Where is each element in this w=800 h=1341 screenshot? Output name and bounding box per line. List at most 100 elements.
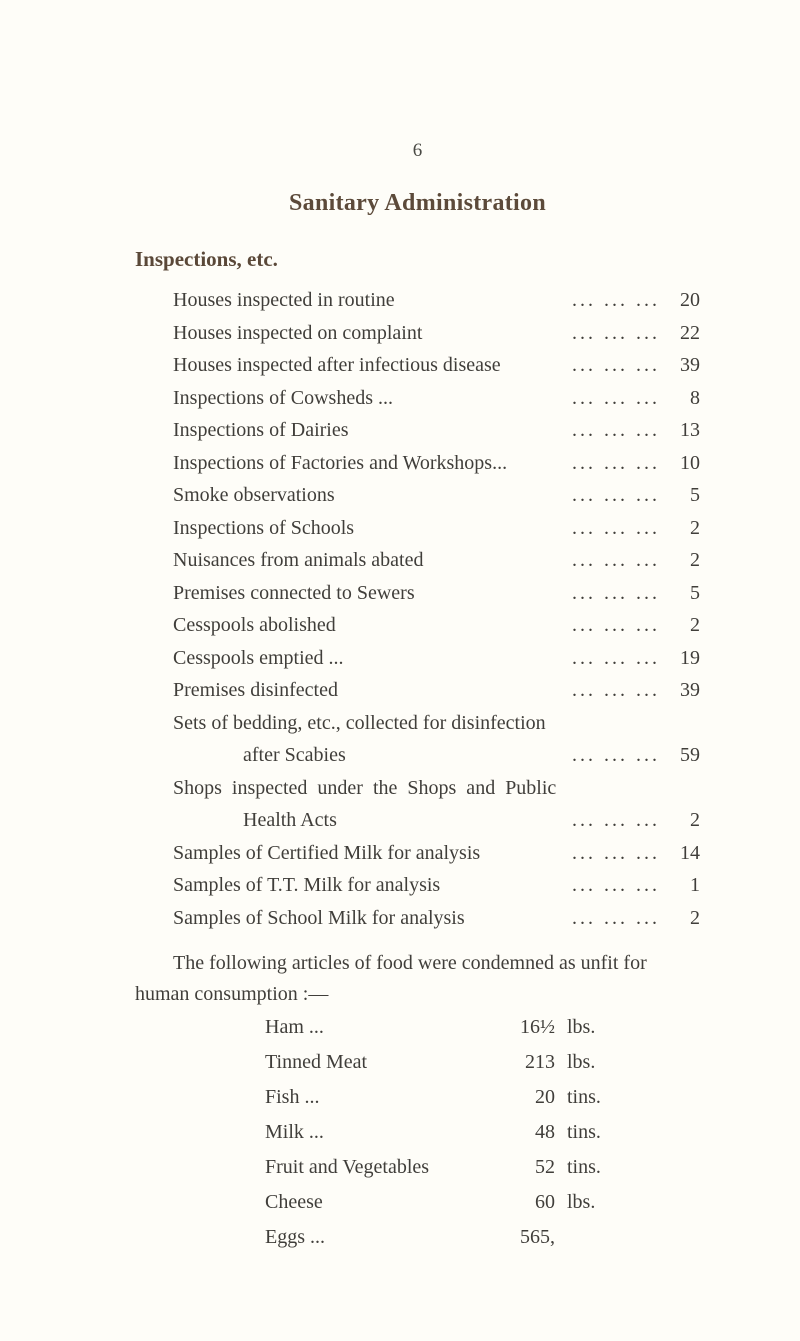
condemned-qty: 213 — [495, 1051, 567, 1074]
item-value: 10 — [666, 453, 700, 473]
condemned-item: Fruit and Vegetables — [265, 1156, 495, 1179]
list-item: Shops inspected under the Shops and Publ… — [173, 778, 700, 798]
list-item: Health Acts ... ... ... 2 — [173, 810, 700, 830]
item-value: 39 — [666, 680, 700, 700]
list-item: Inspections of Cowsheds ...... ... ...8 — [173, 388, 700, 408]
leader-dots: ... ... ... — [471, 908, 660, 928]
table-row: Cheese60lbs. — [265, 1191, 700, 1214]
leader-dots: ... ... ... — [343, 810, 660, 830]
document-page: 6 Sanitary Administration Inspections, e… — [0, 0, 800, 1341]
table-row: Fruit and Vegetables52tins. — [265, 1156, 700, 1179]
item-value: 14 — [666, 843, 700, 863]
item-label: Samples of School Milk for analysis — [173, 908, 465, 928]
list-item: Samples of School Milk for analysis ... .… — [173, 908, 700, 928]
leader-dots: ... ... ... — [401, 290, 660, 310]
condemned-item: Milk ... — [265, 1121, 495, 1144]
item-label: Inspections of Dairies — [173, 420, 349, 440]
item-label: Nuisances from animals abated — [173, 550, 423, 570]
leader-dots: ... ... ... — [350, 648, 660, 668]
list-item: Cesspools abolished ... ... ... 2 — [173, 615, 700, 635]
page-title: Sanitary Administration — [135, 190, 700, 217]
item-value: 5 — [666, 583, 700, 603]
item-label: Health Acts — [173, 810, 337, 830]
condemned-item: Eggs ... — [265, 1226, 495, 1249]
list-item: Houses inspected on complaint ... ... ...… — [173, 323, 700, 343]
condemned-qty: 565, — [495, 1226, 567, 1249]
item-value: 2 — [666, 615, 700, 635]
list-item: Sets of bedding, etc., collected for dis… — [173, 713, 700, 733]
item-value: 2 — [666, 810, 700, 830]
item-value: 22 — [666, 323, 700, 343]
item-value: 2 — [666, 550, 700, 570]
item-label: Premises disinfected — [173, 680, 338, 700]
leader-dots: ... ... ... — [360, 518, 660, 538]
item-label: Sets of bedding, etc., collected for dis… — [173, 713, 546, 733]
page-number: 6 — [135, 140, 700, 162]
item-value: 1 — [666, 875, 700, 895]
item-value: 59 — [666, 745, 700, 765]
list-item: Inspections of Schools... ... ...2 — [173, 518, 700, 538]
list-item: Cesspools emptied ... ... ... ... 19 — [173, 648, 700, 668]
list-item: Houses inspected after infectious diseas… — [173, 355, 700, 375]
condemned-unit: tins. — [567, 1156, 617, 1179]
table-row: Milk ...48tins. — [265, 1121, 700, 1144]
item-label: Premises connected to Sewers — [173, 583, 415, 603]
item-label: Samples of T.T. Milk for analysis — [173, 875, 440, 895]
leader-dots: ... ... ... — [344, 680, 660, 700]
list-item: Inspections of Dairies ... ... ... 13 — [173, 420, 700, 440]
condemned-qty: 20 — [495, 1086, 567, 1109]
leader-dots: ... ... ... — [421, 583, 660, 603]
item-value: 39 — [666, 355, 700, 375]
item-value: 20 — [666, 290, 700, 310]
list-item: Samples of Certified Milk for analysis..… — [173, 843, 700, 863]
condemned-intro-paragraph: The following articles of food were cond… — [135, 948, 700, 1010]
condemned-qty: 60 — [495, 1191, 567, 1214]
list-item: after Scabies... ... ...59 — [173, 745, 700, 765]
leader-dots: ... ... ... — [513, 453, 660, 473]
item-label: Shops inspected under the Shops and Publ… — [173, 778, 556, 798]
leader-dots: ... ... ... — [429, 550, 660, 570]
list-item: Nuisances from animals abated ... ... ...… — [173, 550, 700, 570]
list-item: Samples of T.T. Milk for analysis ... ...… — [173, 875, 700, 895]
condemned-item: Tinned Meat — [265, 1051, 495, 1074]
item-label: Houses inspected in routine — [173, 290, 395, 310]
leader-dots: ... ... ... — [428, 323, 660, 343]
table-row: Ham ...16½lbs. — [265, 1016, 700, 1039]
list-item: Smoke observations ... ... ... 5 — [173, 485, 700, 505]
item-label: Smoke observations — [173, 485, 335, 505]
leader-dots: ... ... ... — [399, 388, 660, 408]
inspections-list: Houses inspected in routine ... ... ... 20… — [135, 290, 700, 928]
table-row: Fish ...20tins. — [265, 1086, 700, 1109]
item-value: 8 — [666, 388, 700, 408]
leader-dots: ... ... ... — [341, 485, 660, 505]
list-item: Houses inspected in routine ... ... ... 20 — [173, 290, 700, 310]
condemned-item: Fish ... — [265, 1086, 495, 1109]
condemned-item: Ham ... — [265, 1016, 495, 1039]
list-item: Premises connected to Sewers ... ... ... 5 — [173, 583, 700, 603]
table-row: Eggs ...565, — [265, 1226, 700, 1249]
leader-dots: ... ... ... — [342, 615, 660, 635]
item-label: after Scabies — [173, 745, 346, 765]
condemned-item: Cheese — [265, 1191, 495, 1214]
condemned-unit: lbs. — [567, 1016, 617, 1039]
leader-dots: ... ... ... — [446, 875, 660, 895]
item-label: Inspections of Schools — [173, 518, 354, 538]
leader-dots: ... ... ... — [486, 843, 660, 863]
item-label: Cesspools abolished — [173, 615, 336, 635]
item-value: 5 — [666, 485, 700, 505]
condemned-unit: tins. — [567, 1086, 617, 1109]
section-heading: Inspections, etc. — [135, 247, 700, 272]
leader-dots: ... ... ... — [507, 355, 660, 375]
item-value: 13 — [666, 420, 700, 440]
item-label: Houses inspected after infectious diseas… — [173, 355, 501, 375]
item-value: 19 — [666, 648, 700, 668]
leader-dots: ... ... ... — [355, 420, 660, 440]
list-item: Inspections of Factories and Workshops..… — [173, 453, 700, 473]
condemned-table: Ham ...16½lbs. Tinned Meat213lbs. Fish ...… — [135, 1016, 700, 1249]
item-value: 2 — [666, 908, 700, 928]
item-label: Samples of Certified Milk for analysis — [173, 843, 480, 863]
item-label: Houses inspected on complaint — [173, 323, 422, 343]
item-label: Cesspools emptied ... — [173, 648, 344, 668]
condemned-qty: 52 — [495, 1156, 567, 1179]
condemned-unit: tins. — [567, 1121, 617, 1144]
